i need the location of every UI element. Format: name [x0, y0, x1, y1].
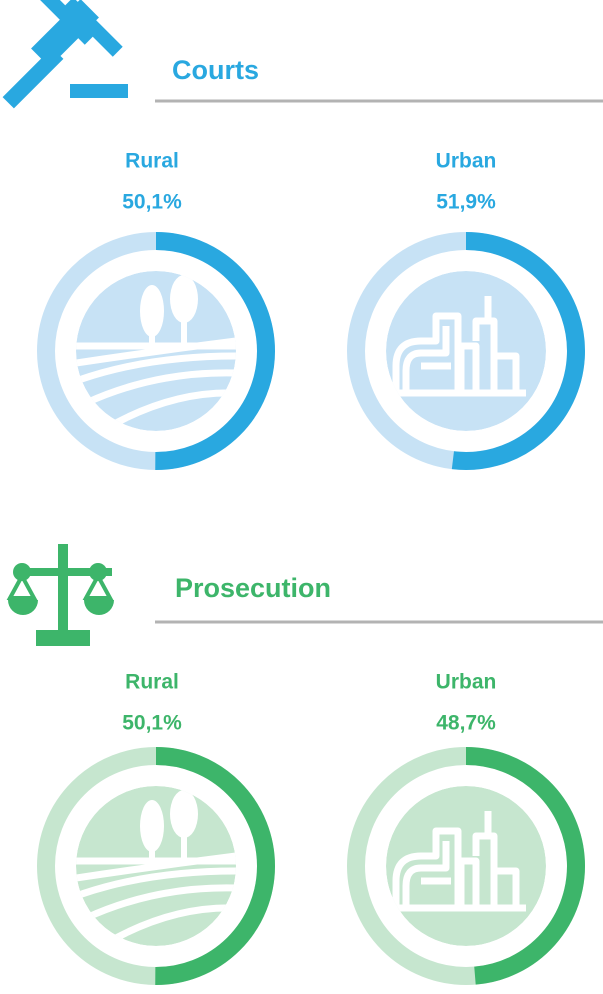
field-lines	[76, 852, 236, 942]
donut-arc	[155, 747, 275, 985]
section-title: Courts	[172, 55, 259, 85]
tree	[170, 790, 198, 838]
donut-arc	[465, 747, 585, 985]
donut-arc	[451, 232, 585, 470]
tree-trunk	[149, 846, 155, 864]
icon	[76, 786, 236, 946]
donut-title: Rural	[125, 671, 179, 694]
value-label: 48,7%	[436, 712, 496, 735]
tree	[140, 285, 164, 337]
donut	[37, 232, 275, 470]
donut-arc	[155, 232, 275, 470]
icon	[386, 786, 546, 946]
scales-icon	[6, 544, 114, 646]
donut-title: Urban	[436, 671, 497, 694]
donut	[347, 747, 585, 985]
section-title: Prosecution	[175, 573, 331, 603]
tree-trunk	[181, 834, 187, 862]
tree-trunk	[149, 331, 155, 349]
value-label: 50,1%	[122, 191, 182, 214]
donut-title: Rural	[125, 150, 179, 173]
buildings	[391, 296, 526, 397]
donut	[347, 232, 585, 470]
value-label: 51,9%	[436, 191, 496, 214]
tree-trunk	[181, 319, 187, 347]
icon-bg	[386, 786, 546, 946]
donut-title: Urban	[436, 150, 497, 173]
tree	[170, 275, 198, 323]
field-lines	[76, 337, 236, 427]
gavel-icon	[2, 0, 128, 109]
tree	[140, 800, 164, 852]
icon-bg	[386, 271, 546, 431]
donut	[37, 747, 275, 985]
buildings	[391, 811, 526, 912]
icon	[386, 271, 546, 431]
value-label: 50,1%	[122, 712, 182, 735]
icon	[76, 271, 236, 431]
